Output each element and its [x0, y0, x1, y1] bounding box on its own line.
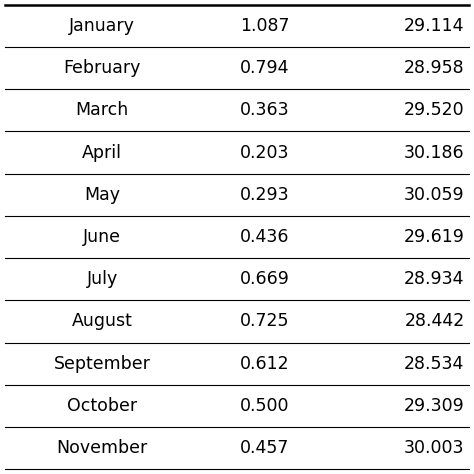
Text: 28.934: 28.934 — [404, 270, 465, 288]
Text: 30.059: 30.059 — [404, 186, 465, 204]
Text: 0.203: 0.203 — [240, 144, 290, 162]
Text: 0.293: 0.293 — [240, 186, 290, 204]
Text: 29.619: 29.619 — [404, 228, 465, 246]
Text: September: September — [54, 355, 151, 373]
Text: 0.457: 0.457 — [240, 439, 290, 457]
Text: 0.794: 0.794 — [240, 59, 290, 77]
Text: October: October — [67, 397, 137, 415]
Text: November: November — [57, 439, 148, 457]
Text: 1.087: 1.087 — [240, 17, 290, 35]
Text: August: August — [72, 312, 133, 330]
Text: 0.436: 0.436 — [240, 228, 290, 246]
Text: 0.612: 0.612 — [240, 355, 290, 373]
Text: May: May — [84, 186, 120, 204]
Text: 29.520: 29.520 — [404, 101, 465, 119]
Text: January: January — [69, 17, 135, 35]
Text: 0.669: 0.669 — [240, 270, 290, 288]
Text: July: July — [87, 270, 118, 288]
Text: 30.186: 30.186 — [404, 144, 465, 162]
Text: February: February — [64, 59, 141, 77]
Text: 28.534: 28.534 — [404, 355, 465, 373]
Text: March: March — [76, 101, 129, 119]
Text: April: April — [82, 144, 122, 162]
Text: 0.500: 0.500 — [240, 397, 290, 415]
Text: 28.442: 28.442 — [404, 312, 465, 330]
Text: 0.363: 0.363 — [240, 101, 290, 119]
Text: 29.309: 29.309 — [404, 397, 465, 415]
Text: 0.725: 0.725 — [240, 312, 290, 330]
Text: 29.114: 29.114 — [404, 17, 465, 35]
Text: 28.958: 28.958 — [404, 59, 465, 77]
Text: 30.003: 30.003 — [404, 439, 465, 457]
Text: June: June — [83, 228, 121, 246]
